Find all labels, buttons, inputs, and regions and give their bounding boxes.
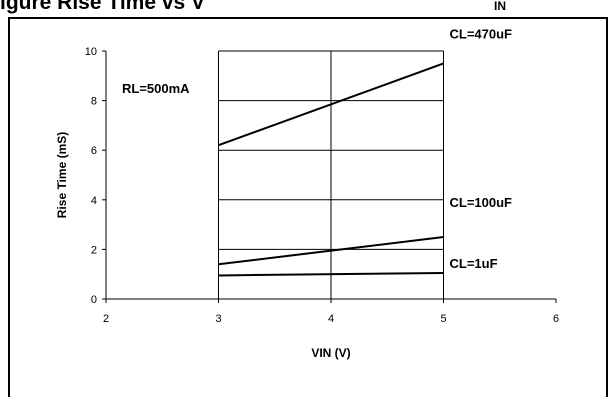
chart-frame (8, 17, 608, 397)
y-tick-label: 4 (91, 195, 97, 207)
y-axis-title: Rise Time (mS) (55, 132, 69, 218)
x-axis-title: VIN (V) (311, 346, 350, 360)
x-tick-label: 3 (215, 313, 221, 325)
x-tick-label: 2 (103, 313, 109, 325)
y-tick-label: 0 (91, 294, 97, 306)
grid-layer (218, 50, 444, 299)
y-tick-label: 2 (91, 244, 97, 256)
x-tick-label: 5 (440, 313, 446, 325)
x-tick-label: 4 (328, 313, 334, 325)
series-line (218, 271, 444, 277)
series-label: CL=470uF (450, 26, 513, 41)
load-annotation: RL=500mA (122, 81, 190, 96)
x-tick-label: 6 (553, 313, 559, 325)
series-layer: CL=470uF CL=100uF CL=1uF (218, 26, 513, 277)
series-label: CL=1uF (450, 256, 498, 271)
y-tick-label: 6 (91, 145, 97, 157)
series-line (218, 62, 444, 147)
series-label: CL=100uF (450, 195, 513, 210)
y-tick-label: 8 (91, 96, 97, 108)
y-tick-label: 10 (85, 46, 97, 58)
series-line (218, 236, 444, 266)
